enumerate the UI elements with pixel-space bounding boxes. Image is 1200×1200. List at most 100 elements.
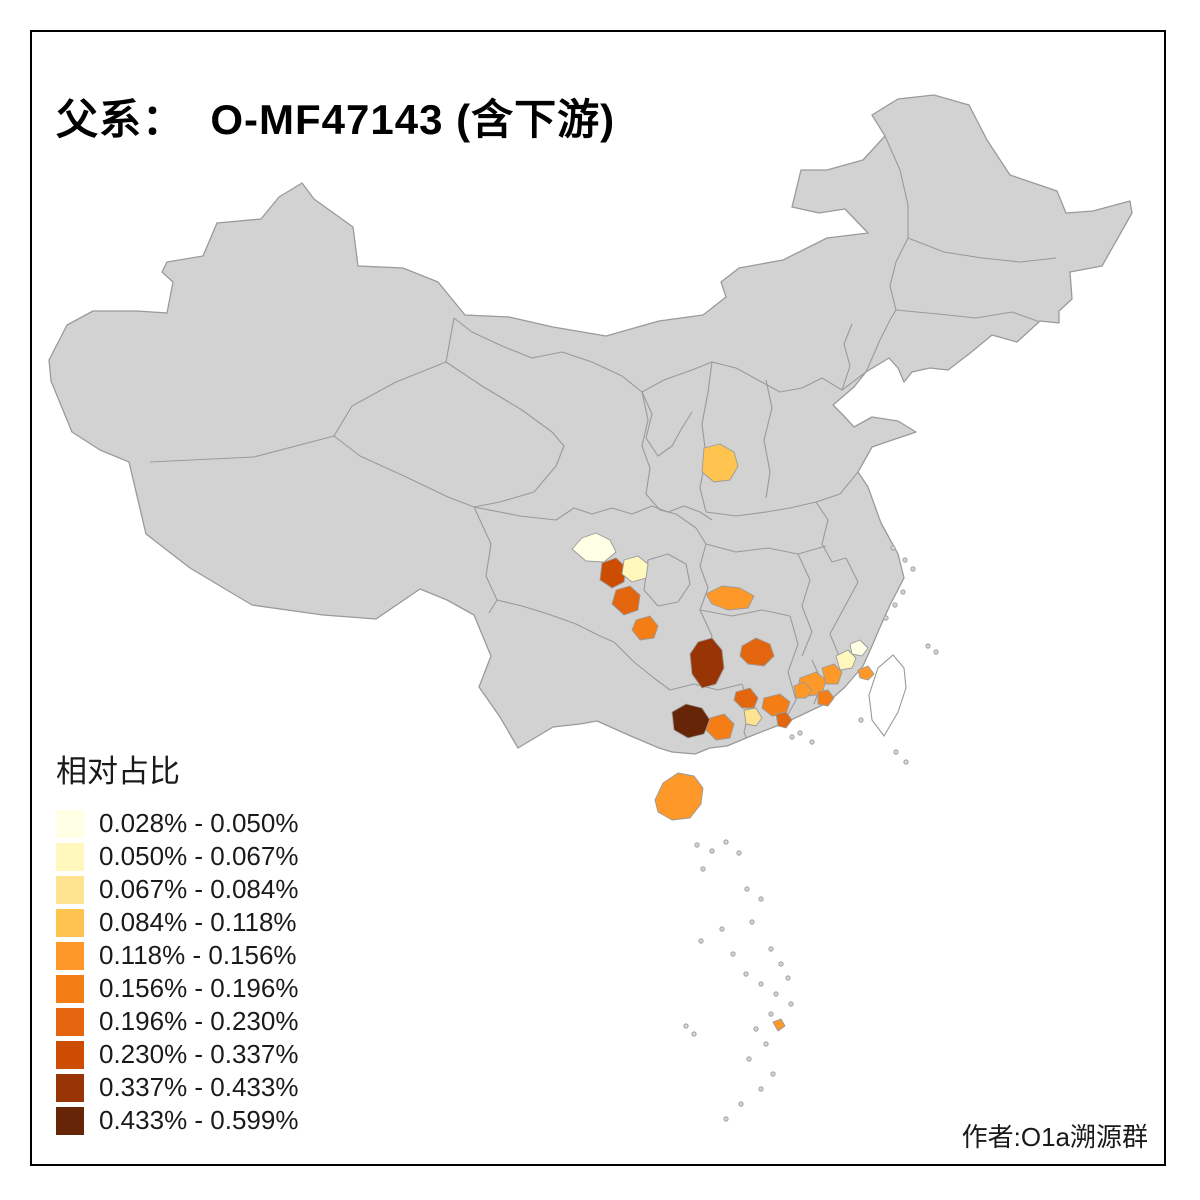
legend-row: 0.067% - 0.084% <box>56 873 298 906</box>
island-dot <box>683 1023 689 1029</box>
legend-swatch <box>56 974 84 1003</box>
island-dot <box>730 951 736 957</box>
island-dot <box>809 739 815 745</box>
island-dot <box>691 1031 697 1037</box>
province-border <box>815 501 847 563</box>
province-border <box>797 553 813 657</box>
legend-range-label: 0.230% - 0.337% <box>99 1039 299 1069</box>
island-dot <box>902 557 908 563</box>
island-dot <box>893 749 899 755</box>
province-border <box>884 135 909 238</box>
province-border <box>675 513 709 611</box>
region-patch <box>835 649 857 671</box>
island-dot <box>933 649 939 655</box>
island-dot <box>903 759 909 765</box>
island-dot <box>778 961 784 967</box>
island-dot <box>723 1116 729 1122</box>
legend-row: 0.337% - 0.433% <box>56 1071 298 1104</box>
island-dot <box>925 643 931 649</box>
island-dot <box>749 919 755 925</box>
legend-swatch <box>56 1073 84 1102</box>
legend-range-label: 0.028% - 0.050% <box>99 808 299 838</box>
province-border <box>496 599 615 643</box>
province-border <box>763 379 773 499</box>
province-border <box>705 543 827 555</box>
legend-swatch <box>56 1040 84 1069</box>
legend-range-label: 0.196% - 0.230% <box>99 1006 299 1036</box>
region-patch <box>705 585 755 611</box>
island-dot <box>910 566 916 572</box>
legend-range-label: 0.050% - 0.067% <box>99 841 299 871</box>
region-patch <box>621 555 649 583</box>
island-dot <box>788 1001 794 1007</box>
legend-row: 0.433% - 0.599% <box>56 1104 298 1137</box>
province-border <box>907 237 1057 263</box>
legend-swatch <box>56 941 84 970</box>
island-dot <box>719 926 725 932</box>
province-border <box>445 361 565 508</box>
island-dot <box>789 734 795 740</box>
region-patch <box>739 637 775 667</box>
map-title: 父系： O-MF47143 (含下游) <box>56 96 616 144</box>
legend-swatch <box>56 908 84 937</box>
legend-swatch <box>56 842 84 871</box>
region-patch <box>599 557 627 589</box>
province-borders <box>149 135 1057 749</box>
island-dot <box>700 866 706 872</box>
island-dot <box>758 981 764 987</box>
region-patch <box>689 637 725 689</box>
legend-range-label: 0.118% - 0.156% <box>99 940 297 970</box>
island-dot <box>883 615 889 621</box>
region-patch <box>611 585 641 616</box>
island-dot <box>773 991 779 997</box>
legend-row: 0.118% - 0.156% <box>56 939 298 972</box>
province-border <box>631 505 713 521</box>
island-dot <box>723 839 729 845</box>
region-patch <box>701 443 739 483</box>
province-border <box>613 641 671 691</box>
legend-range-label: 0.084% - 0.118% <box>99 907 297 937</box>
province-border <box>333 435 475 508</box>
legend-range-label: 0.433% - 0.599% <box>99 1105 299 1135</box>
legend-range-label: 0.337% - 0.433% <box>99 1072 299 1102</box>
region-patch <box>817 689 835 707</box>
legend-swatch <box>56 875 84 904</box>
island-dot <box>709 848 715 854</box>
legend-row: 0.196% - 0.230% <box>56 1005 298 1038</box>
legend-row: 0.028% - 0.050% <box>56 807 298 840</box>
island-dot <box>758 1086 764 1092</box>
region-patch <box>775 711 793 729</box>
region-patch <box>857 665 875 681</box>
legend-rows: 0.028% - 0.050% 0.050% - 0.067% 0.067% - 0… <box>56 807 298 1137</box>
province-border <box>641 391 693 457</box>
island-dot <box>743 971 749 977</box>
province-border <box>895 309 1041 323</box>
province-border <box>473 506 633 521</box>
island-dot <box>746 1056 752 1062</box>
legend-row: 0.084% - 0.118% <box>56 906 298 939</box>
island-dot <box>892 602 898 608</box>
island-dot <box>768 946 774 952</box>
island-dot <box>785 975 791 981</box>
province-border <box>453 317 643 393</box>
island-dots <box>683 545 939 1122</box>
island-dot <box>758 896 764 902</box>
province-border <box>641 391 677 515</box>
island-dot <box>858 717 864 723</box>
region-patch <box>793 681 813 699</box>
legend: 相对占比 0.028% - 0.050% 0.050% - 0.067% 0.067… <box>56 746 298 1137</box>
province-border <box>699 609 791 617</box>
island-dot <box>770 1071 776 1077</box>
island-dot <box>890 545 896 551</box>
province-border <box>641 361 867 393</box>
region-patch <box>705 713 735 741</box>
legend-range-label: 0.156% - 0.196% <box>99 973 299 1003</box>
region-patch <box>631 615 659 641</box>
province-border <box>841 323 853 391</box>
island-dot <box>763 1041 769 1047</box>
legend-row: 0.230% - 0.337% <box>56 1038 298 1071</box>
region-patch <box>772 1018 786 1032</box>
province-border <box>643 553 691 607</box>
province-border <box>473 506 498 614</box>
